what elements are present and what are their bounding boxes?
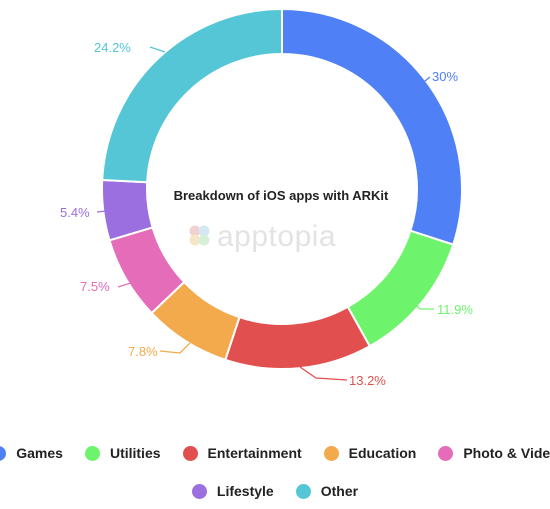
legend-item-education[interactable]: Education xyxy=(323,445,417,461)
watermark-text: apptopia xyxy=(217,220,336,253)
logo-petal-2 xyxy=(198,225,210,237)
legend-swatch-other xyxy=(295,483,311,499)
slice-other[interactable] xyxy=(101,7,283,184)
legend-swatch-education xyxy=(323,445,339,461)
legend-label-entertainment: Entertainment xyxy=(207,445,302,461)
legend-item-games[interactable]: Games xyxy=(0,445,63,461)
percent-labels: 30% 11.9% 13.2% 7.8% 7.5% 5.4% 24.2% xyxy=(60,40,473,388)
percent-label-photo-video: 7.5% xyxy=(80,279,110,294)
legend-label-other: Other xyxy=(320,483,359,499)
legend-item-other[interactable]: Other xyxy=(295,483,359,499)
legend-label-photo-video: Photo & Video xyxy=(463,445,550,461)
legend-row-1: Games Utilities Entertainment Education … xyxy=(0,445,550,461)
legend-swatch-utilities xyxy=(84,445,100,461)
logo-petal-3 xyxy=(189,234,201,246)
callout-line-utilities xyxy=(403,294,434,310)
percent-label-entertainment: 13.2% xyxy=(349,373,386,388)
donut-slices xyxy=(101,7,463,370)
legend-label-education: Education xyxy=(348,445,417,461)
callout-line-other xyxy=(149,46,166,53)
chart-title: Breakdown of iOS apps with ARKit xyxy=(174,188,389,203)
callout-line-education xyxy=(159,342,191,354)
callout-line-lifestyle xyxy=(96,210,107,213)
slice-utilities[interactable] xyxy=(346,229,455,348)
legend-swatch-games xyxy=(0,445,7,461)
callout-line-photo-video xyxy=(117,281,135,288)
apptopia-logo: apptopia xyxy=(189,220,336,253)
percent-label-education: 7.8% xyxy=(128,344,158,359)
percent-label-games: 30% xyxy=(432,69,458,84)
legend-swatch-entertainment xyxy=(182,445,198,461)
callout-lines xyxy=(96,46,434,381)
legend-label-games: Games xyxy=(16,445,63,461)
legend-swatch-photo-video xyxy=(438,445,454,461)
callout-line-games xyxy=(414,76,431,90)
logo-petal-1 xyxy=(189,225,201,237)
slice-games[interactable] xyxy=(281,7,463,246)
callout-line-entertainment xyxy=(299,366,348,381)
logo-petal-4 xyxy=(198,234,210,246)
percent-label-utilities: 11.9% xyxy=(437,302,473,317)
legend-label-lifestyle: Lifestyle xyxy=(216,483,274,499)
legend-item-lifestyle[interactable]: Lifestyle xyxy=(191,483,274,499)
legend-row-2: Lifestyle Other xyxy=(0,483,550,499)
legend-item-entertainment[interactable]: Entertainment xyxy=(182,445,302,461)
legend-item-photo-video[interactable]: Photo & Video xyxy=(438,445,550,461)
legend-item-utilities[interactable]: Utilities xyxy=(84,445,161,461)
slice-entertainment[interactable] xyxy=(224,305,372,370)
legend-label-utilities: Utilities xyxy=(109,445,161,461)
percent-label-other: 24.2% xyxy=(94,40,131,55)
donut-chart: 30%11.9%13.2%7.8%7.5%5.4%24.2% apptopia … xyxy=(60,7,473,388)
percent-label-lifestyle: 5.4% xyxy=(60,205,90,220)
legend-swatch-lifestyle xyxy=(191,483,207,499)
